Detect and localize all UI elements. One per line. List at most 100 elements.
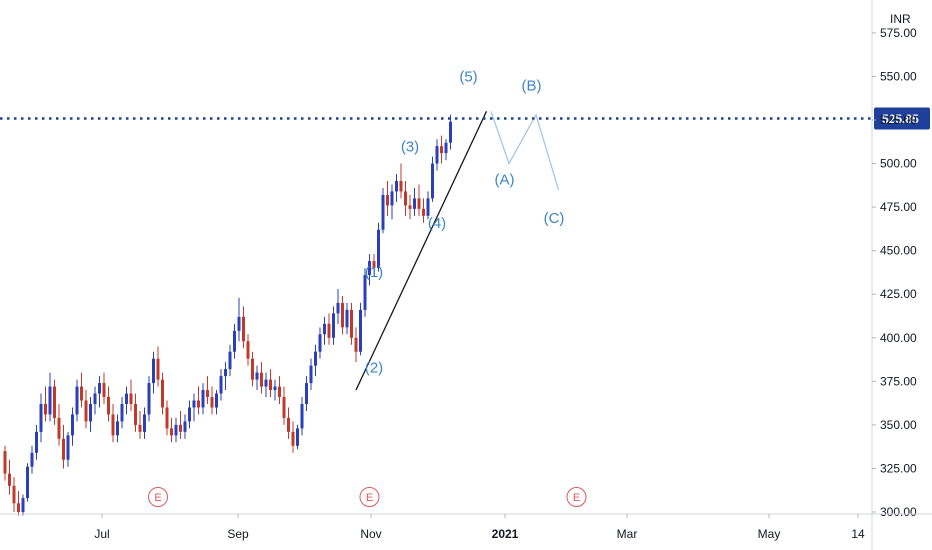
candle-body: [269, 379, 272, 391]
candle-body: [242, 316, 245, 342]
candle-body: [413, 198, 416, 209]
candle-body: [440, 146, 443, 154]
trendline: [355, 111, 488, 391]
candle-body: [255, 372, 259, 380]
candle-body: [201, 390, 205, 408]
candle-body: [12, 485, 16, 504]
candle-body: [341, 302, 344, 328]
candle-body: [350, 309, 353, 338]
earnings-label: E: [154, 492, 161, 504]
candle-body: [224, 369, 227, 377]
candle-body: [372, 261, 376, 269]
candle-body: [381, 194, 385, 230]
time-tick-label: Jul: [94, 527, 109, 541]
candle-body: [179, 424, 182, 432]
candle-body: [93, 393, 97, 404]
price-tick-label: 525.00: [880, 113, 917, 127]
candle-body: [390, 191, 394, 206]
candle-body: [345, 309, 349, 328]
candle-body: [426, 198, 430, 216]
wave-label: (4): [428, 215, 446, 232]
candle-body: [35, 431, 38, 453]
candle-body: [170, 428, 173, 436]
candle-body: [39, 403, 43, 432]
price-tick-label: 550.00: [880, 69, 917, 83]
candle-body: [80, 386, 83, 401]
candle-body: [305, 383, 308, 404]
earnings-label: E: [366, 492, 373, 504]
candle-body: [48, 386, 52, 415]
wave-label: (1): [365, 264, 383, 281]
candle-body: [111, 414, 115, 436]
last-price-label: 525.85: [882, 112, 919, 126]
price-tick-label: 475.00: [880, 200, 917, 214]
candle-body: [251, 358, 254, 380]
candle-body: [147, 383, 151, 415]
candle-body: [246, 341, 250, 359]
candle-body: [44, 403, 47, 415]
currency-label-bg: [878, 8, 930, 28]
candle-body: [53, 386, 56, 418]
candle-body: [57, 417, 61, 439]
candle-body: [296, 428, 299, 446]
wave-label: (C): [544, 210, 565, 227]
candle-body: [210, 397, 214, 408]
candle-body: [84, 400, 88, 422]
candle-body: [386, 194, 389, 206]
earnings-marker: [359, 487, 380, 507]
candle-body: [309, 365, 313, 384]
candle-body: [395, 180, 398, 192]
candle-body: [287, 417, 290, 432]
candle-body: [30, 452, 34, 467]
candle-body: [314, 351, 317, 366]
wave-label: (B): [522, 77, 542, 94]
time-axis[interactable]: Jul Sep Nov 2021 Mar May 14: [0, 513, 932, 541]
wave-label: (5): [459, 69, 477, 86]
candle-body: [62, 438, 65, 460]
candle-body: [399, 180, 403, 192]
price-tick-label: 325.00: [880, 461, 917, 475]
candles-layer: [3, 114, 452, 516]
earnings-marker: [566, 487, 587, 507]
candle-body: [161, 379, 164, 408]
candle-body: [327, 323, 331, 338]
candle-body: [102, 383, 106, 398]
currency-label: INR: [890, 12, 911, 26]
candle-body: [26, 466, 29, 499]
candle-body: [300, 403, 304, 429]
candle-body: [354, 337, 358, 352]
candle-body: [408, 205, 412, 209]
price-tick-label: 500.00: [880, 157, 917, 171]
candle-body: [291, 431, 295, 446]
candle-body: [129, 393, 133, 404]
last-price-line-layer: 525.85: [0, 107, 930, 130]
candle-body: [264, 379, 268, 387]
candle-body: [183, 421, 187, 432]
projection-path: [490, 111, 560, 190]
price-tick-label: 375.00: [880, 374, 917, 388]
candle-body: [192, 400, 196, 408]
time-tick-label: May: [758, 527, 781, 541]
price-tick-label: 300.00: [880, 505, 917, 519]
candle-body: [444, 142, 448, 154]
annotations-layer: (1) (2) (3) (4) (5) (A) (B) (C) E E E: [148, 69, 587, 507]
candle-body: [368, 261, 371, 276]
candle-body: [120, 403, 124, 422]
candle-body: [75, 386, 79, 415]
candle-body: [377, 229, 380, 269]
candle-body: [206, 390, 209, 398]
price-tick-label: 400.00: [880, 331, 917, 345]
candle-body: [219, 376, 223, 394]
earnings-label: E: [573, 492, 580, 504]
candle-body: [71, 414, 74, 436]
candle-body: [89, 403, 92, 422]
wave-label: (A): [495, 171, 515, 188]
candle-body: [165, 407, 169, 429]
price-axis[interactable]: 300.00 325.00 350.00 375.00 400.00 425.00 450.…: [871, 0, 930, 550]
candle-body: [431, 163, 434, 199]
price-tick-label: 425.00: [880, 287, 917, 301]
time-tick-label: Sep: [227, 527, 249, 541]
candle-body: [435, 146, 439, 164]
